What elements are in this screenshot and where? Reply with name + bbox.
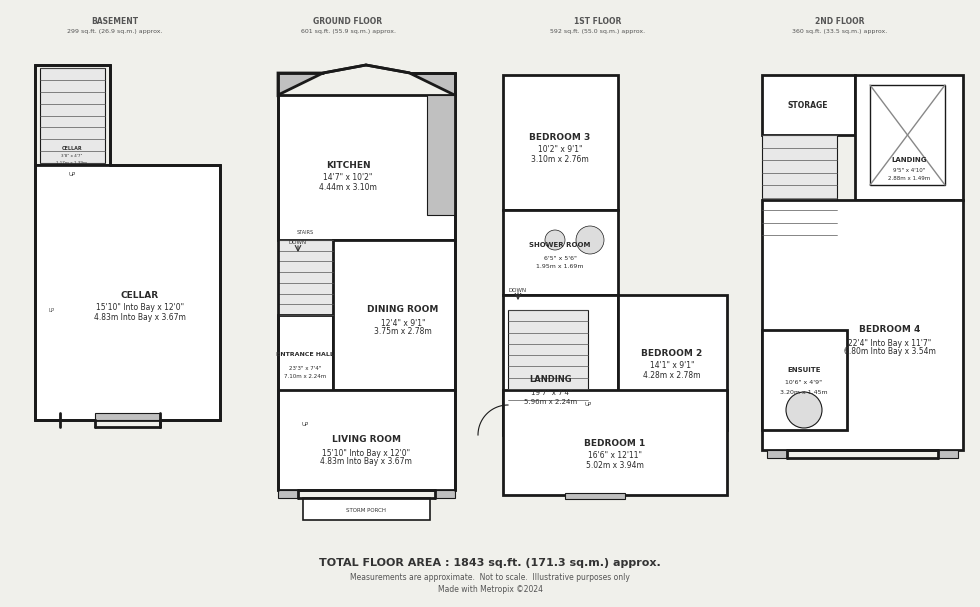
Bar [278, 315, 333, 425]
Text: 10'2" x 9'1": 10'2" x 9'1" [538, 146, 582, 155]
Text: 14'1" x 9'1": 14'1" x 9'1" [650, 362, 694, 370]
Text: 1.17m x 1.39m: 1.17m x 1.39m [57, 161, 87, 165]
Text: STORAGE: STORAGE [788, 101, 828, 110]
Polygon shape [410, 73, 455, 95]
Text: 2.88m x 1.49m: 2.88m x 1.49m [888, 177, 930, 181]
Text: 592 sq.ft. (55.0 sq.m.) approx.: 592 sq.ft. (55.0 sq.m.) approx. [551, 30, 646, 35]
Bar [938, 450, 958, 458]
Text: STAIRS: STAIRS [296, 231, 314, 236]
Bar [303, 498, 430, 520]
Text: 1ST FLOOR: 1ST FLOOR [574, 18, 621, 27]
Text: 10'6" x 4'9": 10'6" x 4'9" [785, 381, 822, 385]
Bar [40, 68, 105, 163]
Text: 23'3" x 7'4": 23'3" x 7'4" [289, 365, 321, 370]
Text: 5.02m x 3.94m: 5.02m x 3.94m [586, 461, 644, 469]
Text: 299 sq.ft. (26.9 sq.m.) approx.: 299 sq.ft. (26.9 sq.m.) approx. [68, 30, 163, 35]
Circle shape [576, 226, 604, 254]
Bar [618, 295, 727, 430]
Text: LANDING: LANDING [529, 376, 572, 384]
Text: 6'5" x 5'6": 6'5" x 5'6" [544, 256, 576, 260]
Text: 19'7" x 7'4": 19'7" x 7'4" [530, 390, 571, 396]
Text: 22'4" Into Bay x 11'7": 22'4" Into Bay x 11'7" [849, 339, 932, 347]
Bar [503, 295, 618, 435]
Text: 5.96m x 2.24m: 5.96m x 2.24m [524, 399, 577, 405]
Text: 14'7" x 10'2": 14'7" x 10'2" [323, 174, 372, 183]
Text: ENSUITE: ENSUITE [787, 367, 821, 373]
Bar [870, 85, 945, 185]
Text: UP: UP [584, 402, 592, 407]
Bar [503, 210, 618, 295]
Text: TOTAL FLOOR AREA : 1843 sq.ft. (171.3 sq.m.) approx.: TOTAL FLOOR AREA : 1843 sq.ft. (171.3 sq… [319, 558, 661, 568]
Text: 3.10m x 2.76m: 3.10m x 2.76m [531, 155, 589, 163]
Bar [278, 490, 298, 498]
Text: BEDROOM 4: BEDROOM 4 [859, 325, 920, 334]
Text: CELLAR: CELLAR [62, 146, 82, 151]
Text: 360 sq.ft. (33.5 sq.m.) approx.: 360 sq.ft. (33.5 sq.m.) approx. [793, 30, 888, 35]
Text: 601 sq.ft. (55.9 sq.m.) approx.: 601 sq.ft. (55.9 sq.m.) approx. [301, 30, 396, 35]
Text: 16'6" x 12'11": 16'6" x 12'11" [588, 452, 642, 461]
Text: 3.20m x 1.45m: 3.20m x 1.45m [780, 390, 828, 395]
Bar [565, 493, 625, 499]
Bar [503, 390, 727, 495]
Bar [333, 240, 455, 390]
Text: BEDROOM 2: BEDROOM 2 [641, 348, 703, 358]
Text: 7.10m x 2.24m: 7.10m x 2.24m [284, 375, 326, 379]
Text: SHOWER ROOM: SHOWER ROOM [529, 242, 591, 248]
Text: DOWN: DOWN [509, 288, 527, 293]
Text: LIVING ROOM: LIVING ROOM [331, 435, 401, 444]
Bar [35, 65, 110, 165]
Text: 12'4" x 9'1": 12'4" x 9'1" [381, 319, 425, 328]
Bar [508, 310, 588, 400]
Text: 4.44m x 3.10m: 4.44m x 3.10m [319, 183, 377, 191]
Text: Measurements are approximate.  Not to scale.  Illustrative purposes only: Measurements are approximate. Not to sca… [350, 574, 630, 583]
Text: 15'10" Into Bay x 12'0": 15'10" Into Bay x 12'0" [96, 304, 184, 313]
Bar [427, 95, 455, 215]
Text: LANDING: LANDING [891, 157, 927, 163]
Text: 1.95m x 1.69m: 1.95m x 1.69m [536, 265, 584, 270]
Bar [762, 200, 963, 450]
Text: UP: UP [69, 172, 75, 177]
Text: KITCHEN: KITCHEN [325, 160, 370, 169]
Circle shape [545, 230, 565, 250]
Bar [762, 330, 847, 430]
Text: 4.28m x 2.78m: 4.28m x 2.78m [643, 370, 701, 379]
Text: GROUND FLOOR: GROUND FLOOR [314, 18, 382, 27]
Text: 3.75m x 2.78m: 3.75m x 2.78m [374, 328, 432, 336]
Bar [278, 95, 455, 240]
Bar [35, 165, 220, 420]
Bar [278, 240, 333, 315]
Bar [503, 75, 618, 210]
Bar [435, 490, 455, 498]
Text: DINING ROOM: DINING ROOM [368, 305, 439, 314]
Text: 3'8" x 4'7": 3'8" x 4'7" [62, 154, 82, 158]
Text: DOWN: DOWN [289, 240, 307, 245]
Text: 4.83m Into Bay x 3.67m: 4.83m Into Bay x 3.67m [320, 458, 412, 467]
Text: CELLAR: CELLAR [121, 291, 159, 299]
Bar [762, 75, 855, 135]
Text: ENTRANCE HALL: ENTRANCE HALL [276, 353, 334, 358]
Text: BEDROOM 1: BEDROOM 1 [584, 438, 646, 447]
Polygon shape [278, 73, 323, 95]
Text: LP: LP [49, 308, 55, 313]
Text: 9'5" x 4'10": 9'5" x 4'10" [893, 168, 925, 172]
Text: BEDROOM 3: BEDROOM 3 [529, 132, 591, 141]
Text: Made with Metropix ©2024: Made with Metropix ©2024 [437, 586, 543, 594]
Circle shape [786, 392, 822, 428]
Bar [855, 75, 963, 200]
Text: 4.83m Into Bay x 3.67m: 4.83m Into Bay x 3.67m [94, 313, 186, 322]
Bar [767, 450, 787, 458]
Text: STORM PORCH: STORM PORCH [346, 507, 386, 512]
Bar [95, 413, 160, 420]
Text: BASEMENT: BASEMENT [91, 18, 138, 27]
Bar [278, 390, 455, 490]
Text: 2ND FLOOR: 2ND FLOOR [815, 18, 864, 27]
Text: UP: UP [302, 422, 309, 427]
Text: 15'10" Into Bay x 12'0": 15'10" Into Bay x 12'0" [322, 449, 410, 458]
Text: 6.80m Into Bay x 3.54m: 6.80m Into Bay x 3.54m [844, 347, 936, 356]
Bar [762, 135, 837, 235]
